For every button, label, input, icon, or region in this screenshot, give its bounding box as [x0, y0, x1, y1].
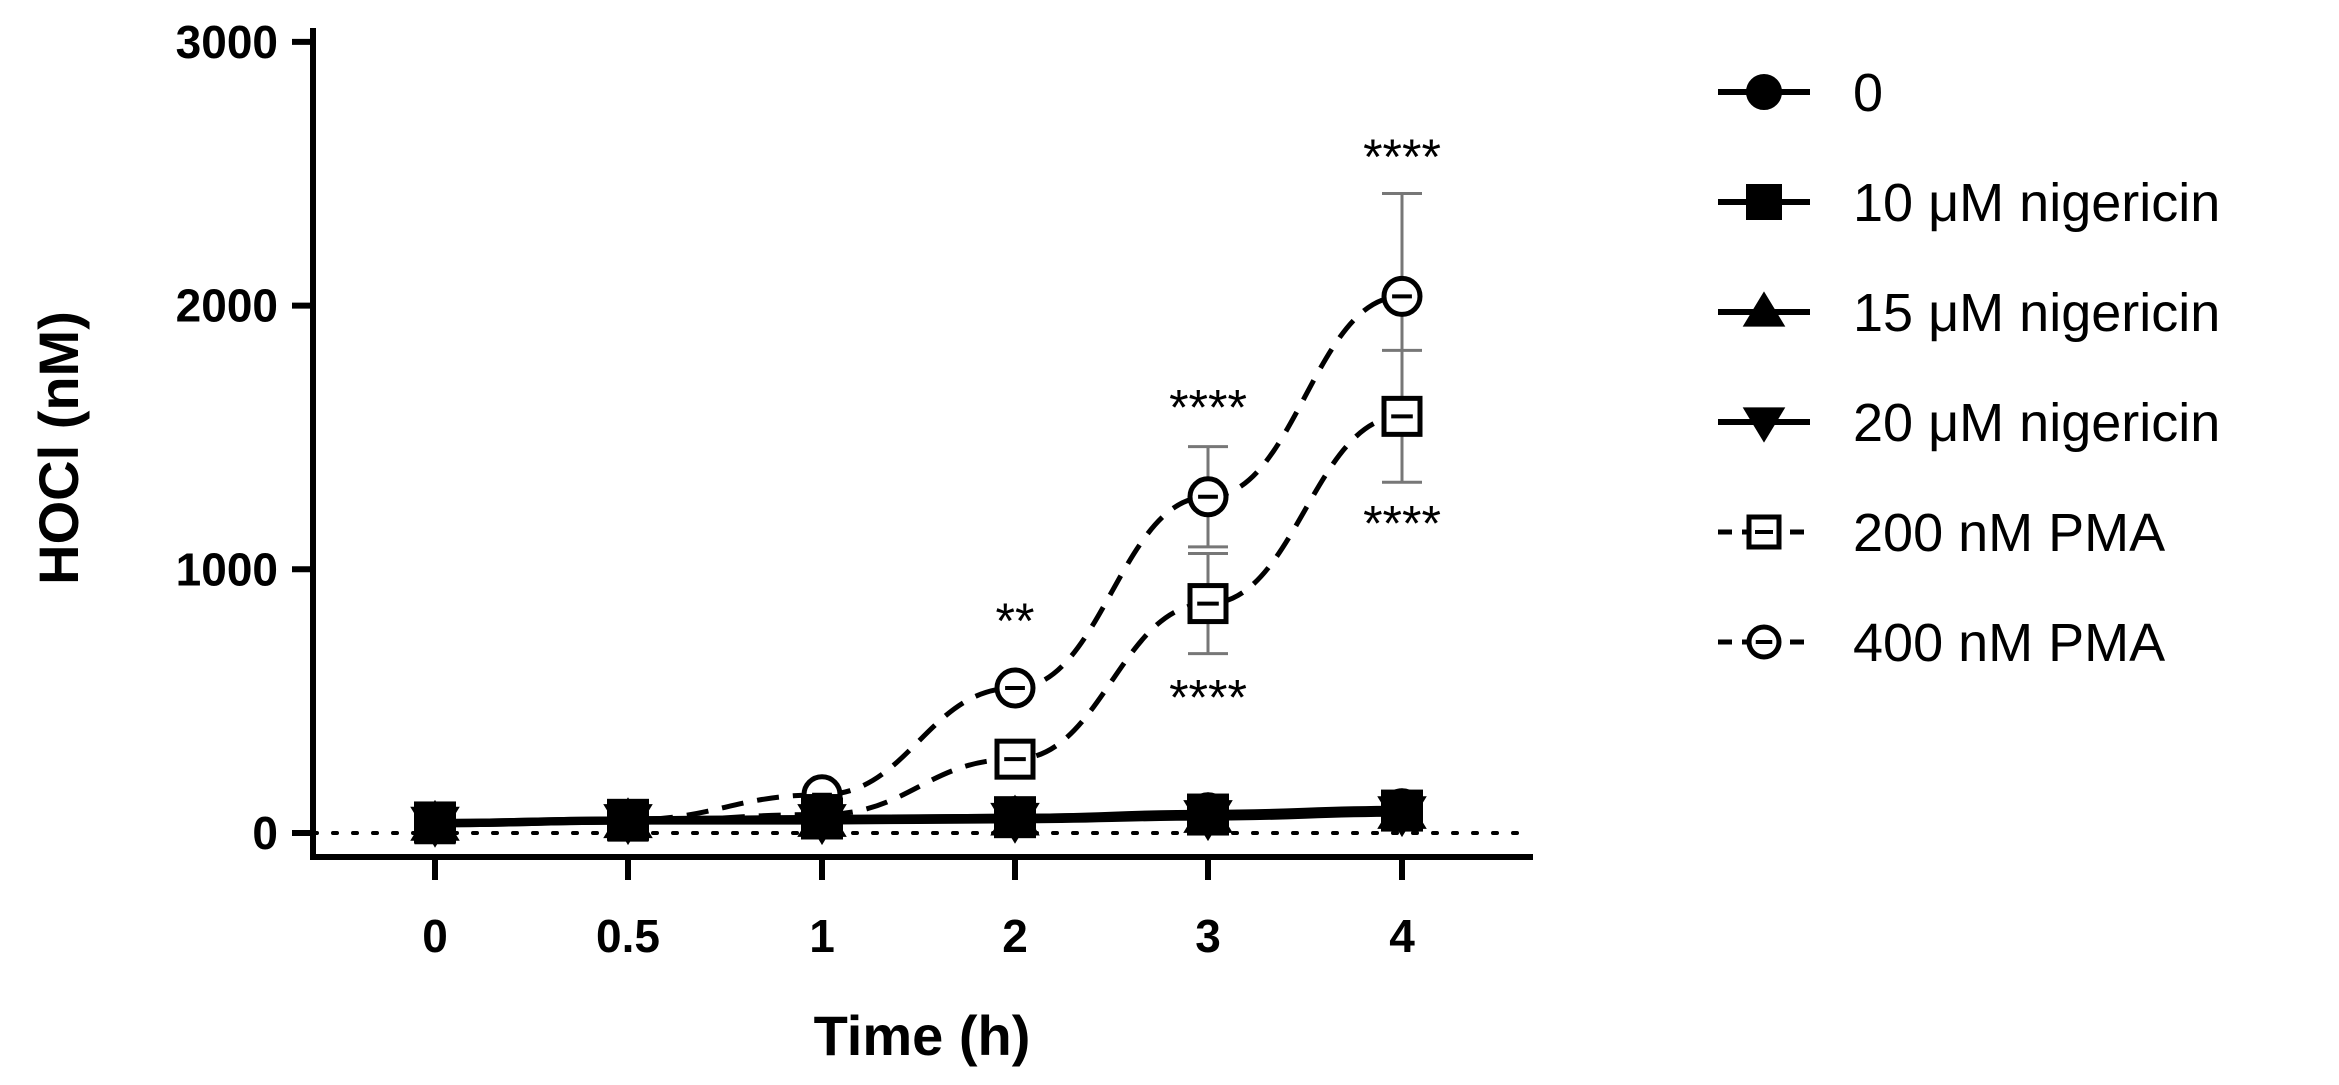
legend-item-15-um-nigericin: 15 μM nigericin — [1718, 283, 2220, 343]
legend-marker — [1746, 184, 1782, 220]
legend-label: 10 μM nigericin — [1853, 173, 2220, 233]
legend-item-0: 0 — [1718, 63, 1883, 123]
data-point — [994, 796, 1036, 839]
legend-marker — [1746, 74, 1782, 110]
series-line — [434, 293, 1403, 825]
y-tick-label-2000: 2000 — [176, 280, 278, 332]
x-tick-label-2: 2 — [1002, 910, 1028, 962]
annotations: ****************** — [996, 129, 1441, 726]
data-point — [414, 801, 456, 844]
significance-annotation: **** — [1169, 670, 1247, 726]
significance-annotation: **** — [1363, 129, 1441, 185]
legend-marker — [1742, 291, 1786, 327]
legend-item-200-nm-pma: 200 nM PMA — [1718, 503, 2165, 563]
data-point — [607, 798, 649, 841]
legend-item-20-um-nigericin: 20 μM nigericin — [1718, 393, 2220, 453]
x-axis-title: Time (h) — [814, 1004, 1031, 1067]
x-ticks: 0 0.5 1 2 3 4 — [422, 857, 1415, 962]
legend-item-10-um-nigericin: 10 μM nigericin — [1718, 173, 2220, 233]
x-tick-label-3: 3 — [1195, 910, 1221, 962]
legend-item-400-nm-pma: 400 nM PMA — [1718, 613, 2165, 673]
series-200-nm-pma — [414, 348, 1423, 845]
legend-label: 400 nM PMA — [1853, 613, 2165, 673]
data-point — [801, 797, 843, 840]
data-point — [1187, 792, 1229, 835]
data-point — [1381, 788, 1423, 831]
legend-label: 20 μM nigericin — [1853, 393, 2220, 453]
x-tick-label-4: 4 — [1389, 910, 1415, 962]
x-tick-label-0-5: 0.5 — [596, 910, 660, 962]
y-ticks: 0 1000 2000 3000 — [176, 16, 313, 859]
y-tick-label-1000: 1000 — [176, 543, 278, 595]
plot-area — [410, 192, 1427, 848]
axes — [310, 28, 1535, 860]
y-tick-label-3000: 3000 — [176, 16, 278, 68]
series-400-nm-pma — [414, 192, 1423, 843]
data-point — [994, 738, 1036, 780]
legend-marker — [1742, 407, 1786, 443]
y-axis-title: HOCl (nM) — [27, 311, 90, 585]
legend-label: 15 μM nigericin — [1853, 283, 2220, 343]
series-line — [434, 805, 1403, 826]
series-line — [434, 413, 1403, 827]
x-tick-label-0: 0 — [422, 910, 448, 962]
legend-label: 200 nM PMA — [1853, 503, 2165, 563]
significance-annotation: **** — [1169, 379, 1247, 435]
legend: 0 10 μM nigericin 15 μM nigericin 20 μM nig… — [1718, 63, 2220, 673]
significance-annotation: **** — [1363, 495, 1441, 551]
legend-label: 0 — [1853, 63, 1883, 123]
y-tick-label-0: 0 — [252, 807, 278, 859]
significance-annotation: ** — [996, 593, 1035, 649]
x-tick-label-1: 1 — [809, 910, 835, 962]
series-0 — [414, 788, 1423, 844]
